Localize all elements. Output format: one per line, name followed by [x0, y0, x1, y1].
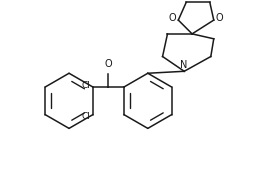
Text: N: N — [180, 60, 187, 70]
Text: Cl: Cl — [81, 81, 90, 90]
Text: O: O — [169, 13, 176, 23]
Text: O: O — [216, 13, 223, 23]
Text: O: O — [104, 59, 112, 69]
Text: Cl: Cl — [81, 112, 90, 121]
